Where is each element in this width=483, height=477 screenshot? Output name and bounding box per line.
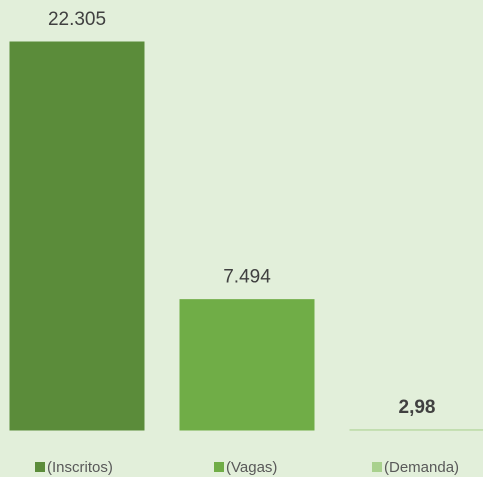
value-label: 2,98 <box>399 397 436 418</box>
legend-marker <box>35 462 45 472</box>
legend-marker <box>372 462 382 472</box>
bar <box>179 299 315 431</box>
legend-label: (Vagas) <box>226 459 277 476</box>
legend-label: (Inscritos) <box>47 459 113 476</box>
value-label: 22.305 <box>48 9 106 30</box>
legend-marker <box>214 462 224 472</box>
legend-label: (Demanda) <box>384 459 459 476</box>
bar <box>9 41 145 431</box>
value-label: 7.494 <box>223 267 271 288</box>
